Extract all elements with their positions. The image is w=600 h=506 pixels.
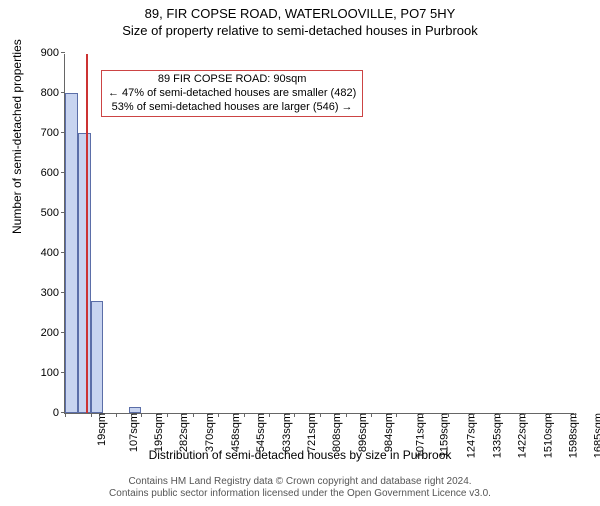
title-line-1: 89, FIR COPSE ROAD, WATERLOOVILLE, PO7 5… xyxy=(0,6,600,21)
y-tick-label: 400 xyxy=(29,247,59,259)
x-tick-mark xyxy=(575,413,576,417)
y-tick-label: 0 xyxy=(29,407,59,419)
y-tick-label: 800 xyxy=(29,87,59,99)
x-tick-label: 545sqm xyxy=(255,413,267,452)
footer-line-1: Contains HM Land Registry data © Crown c… xyxy=(0,476,600,488)
x-tick-mark xyxy=(193,413,194,417)
x-tick-label: 896sqm xyxy=(357,413,369,452)
x-tick-label: 195sqm xyxy=(153,413,165,452)
x-tick-mark xyxy=(167,413,168,417)
y-tick-mark xyxy=(61,52,65,53)
x-tick-mark xyxy=(499,413,500,417)
x-tick-mark xyxy=(244,413,245,417)
x-tick-mark xyxy=(141,413,142,417)
x-tick-mark xyxy=(294,413,295,417)
x-tick-label: 808sqm xyxy=(332,413,344,452)
y-tick-label: 700 xyxy=(29,127,59,139)
y-axis-label: Number of semi-detached properties xyxy=(10,39,24,234)
y-tick-label: 200 xyxy=(29,327,59,339)
histogram-bar xyxy=(65,93,78,413)
x-tick-mark xyxy=(218,413,219,417)
x-tick-label: 633sqm xyxy=(281,413,293,452)
x-tick-mark xyxy=(473,413,474,417)
x-tick-mark xyxy=(269,413,270,417)
x-tick-label: 984sqm xyxy=(383,413,395,452)
footer-attribution: Contains HM Land Registry data © Crown c… xyxy=(0,476,600,500)
property-marker-line xyxy=(86,54,88,413)
plot-area: 89 FIR COPSE ROAD: 90sqm ← 47% of semi-d… xyxy=(64,54,574,414)
callout-line-3: 53% of semi-detached houses are larger (… xyxy=(108,101,356,115)
title-line-2: Size of property relative to semi-detach… xyxy=(0,23,600,38)
x-tick-mark xyxy=(65,413,66,417)
x-tick-mark xyxy=(320,413,321,417)
callout-line-2: ← 47% of semi-detached houses are smalle… xyxy=(108,87,356,101)
y-tick-label: 100 xyxy=(29,367,59,379)
x-tick-mark xyxy=(524,413,525,417)
x-tick-label: 370sqm xyxy=(204,413,216,452)
x-tick-mark xyxy=(116,413,117,417)
x-tick-mark xyxy=(396,413,397,417)
histogram-bar xyxy=(129,407,142,413)
y-tick-label: 500 xyxy=(29,207,59,219)
x-tick-label: 458sqm xyxy=(230,413,242,452)
x-tick-mark xyxy=(371,413,372,417)
y-tick-label: 900 xyxy=(29,47,59,59)
x-tick-label: 721sqm xyxy=(306,413,318,452)
histogram-bar xyxy=(78,133,91,413)
x-tick-mark xyxy=(448,413,449,417)
chart-container: 89, FIR COPSE ROAD, WATERLOOVILLE, PO7 5… xyxy=(0,6,600,506)
x-tick-label: 282sqm xyxy=(179,413,191,452)
x-axis-label: Distribution of semi-detached houses by … xyxy=(0,448,600,462)
y-tick-label: 600 xyxy=(29,167,59,179)
histogram-bar xyxy=(91,301,104,413)
callout-line-1: 89 FIR COPSE ROAD: 90sqm xyxy=(108,73,356,87)
x-tick-mark xyxy=(422,413,423,417)
y-tick-label: 300 xyxy=(29,287,59,299)
x-tick-mark xyxy=(549,413,550,417)
footer-line-2: Contains public sector information licen… xyxy=(0,488,600,500)
x-tick-mark xyxy=(91,413,92,417)
x-tick-mark xyxy=(346,413,347,417)
callout-box: 89 FIR COPSE ROAD: 90sqm ← 47% of semi-d… xyxy=(101,70,363,117)
x-tick-label: 19sqm xyxy=(96,413,108,446)
x-tick-label: 107sqm xyxy=(128,413,140,452)
